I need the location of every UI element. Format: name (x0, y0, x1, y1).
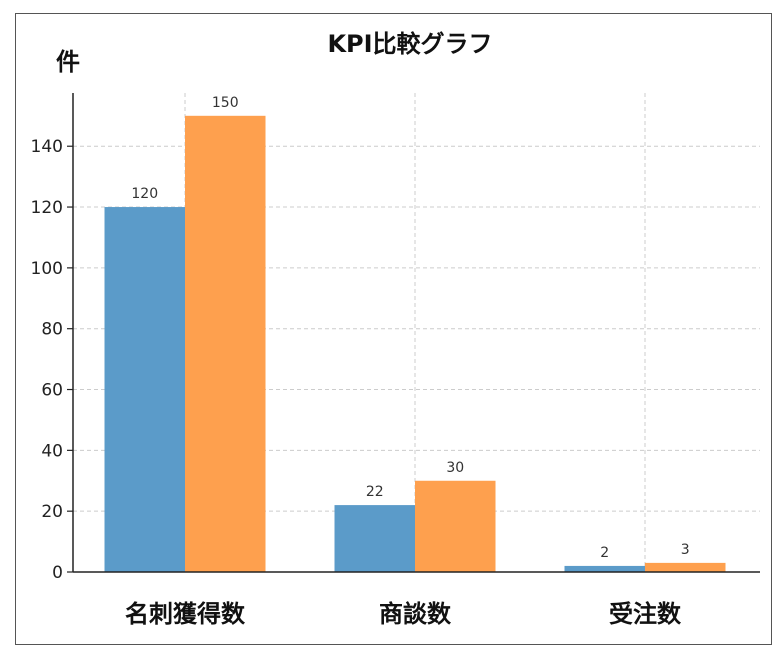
chart-title: KPI比較グラフ (327, 30, 492, 58)
y-tick-label: 60 (41, 381, 63, 401)
data-label: 22 (366, 484, 384, 500)
bar-2 (185, 115, 266, 573)
bar-1 (334, 505, 416, 572)
y-tick-label: 20 (41, 502, 63, 522)
y-tick-label: 140 (31, 137, 63, 157)
data-label: 2 (600, 545, 609, 561)
bar-1 (564, 565, 646, 572)
bar-1 (104, 207, 186, 573)
data-label: 3 (681, 542, 690, 558)
bar-2 (645, 562, 726, 572)
x-tick-label: 受注数 (609, 600, 682, 628)
y-tick-label: 80 (41, 320, 63, 340)
x-tick-label: 商談数 (379, 600, 452, 628)
y-tick-label: 0 (52, 563, 63, 583)
chart-frame (15, 13, 772, 645)
data-label: 30 (446, 460, 464, 476)
data-label: 150 (212, 95, 239, 111)
x-tick-label: 名刺獲得数 (125, 600, 246, 628)
y-tick-label: 120 (31, 198, 63, 218)
y-tick-label: 100 (31, 259, 63, 279)
y-tick-label: 40 (41, 441, 63, 461)
bar-2 (415, 480, 496, 572)
y-axis-label: 件 (56, 48, 80, 76)
data-label: 120 (131, 186, 158, 202)
